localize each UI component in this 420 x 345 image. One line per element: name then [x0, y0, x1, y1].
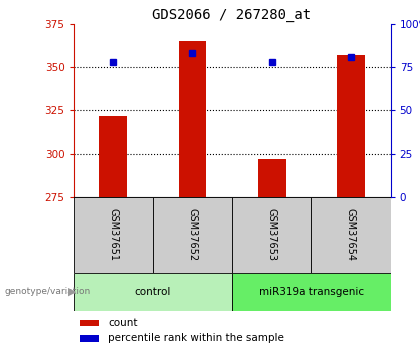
Title: GDS2066 / 267280_at: GDS2066 / 267280_at [152, 8, 312, 22]
Text: GSM37653: GSM37653 [267, 208, 277, 261]
Bar [337, 55, 365, 197]
Bar [178, 41, 206, 197]
Text: ▶: ▶ [68, 287, 77, 296]
Bar [153, 197, 232, 273]
Bar [258, 159, 286, 197]
Bar [232, 197, 311, 273]
Text: genotype/variation: genotype/variation [4, 287, 90, 296]
Bar [74, 197, 153, 273]
Text: GSM37652: GSM37652 [187, 208, 197, 261]
Text: GSM37651: GSM37651 [108, 208, 118, 261]
Bar [80, 320, 99, 326]
Bar [311, 197, 391, 273]
Bar [232, 273, 391, 310]
Bar [99, 116, 127, 197]
Bar [80, 335, 99, 342]
Bar [74, 273, 232, 310]
Text: GSM37654: GSM37654 [346, 208, 356, 261]
Text: count: count [108, 318, 138, 327]
Text: control: control [134, 287, 171, 296]
Text: percentile rank within the sample: percentile rank within the sample [108, 333, 284, 343]
Text: miR319a transgenic: miR319a transgenic [259, 287, 364, 296]
